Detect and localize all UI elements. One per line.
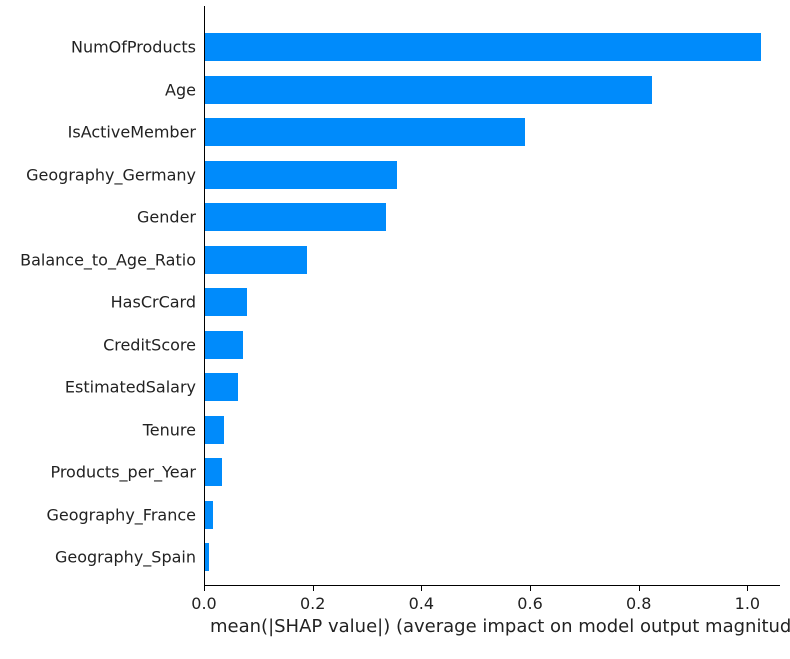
x-tick-label: 0.0 xyxy=(191,586,216,613)
feature-label: EstimatedSalary xyxy=(65,378,204,397)
bar xyxy=(205,33,761,61)
feature-label: Geography_Spain xyxy=(55,548,204,567)
plot-area: NumOfProductsAgeIsActiveMemberGeography_… xyxy=(204,18,780,586)
bar xyxy=(205,416,224,444)
x-tick-label: 0.2 xyxy=(300,586,325,613)
feature-label: NumOfProducts xyxy=(71,38,204,57)
bar xyxy=(205,543,209,571)
bar xyxy=(205,246,307,274)
bar xyxy=(205,373,238,401)
feature-label: IsActiveMember xyxy=(68,123,204,142)
bar xyxy=(205,501,213,529)
bar xyxy=(205,203,386,231)
feature-label: CreditScore xyxy=(103,335,204,354)
bar xyxy=(205,118,525,146)
shap-feature-importance-chart: NumOfProducts Age IsActiveMember Geography_… xyxy=(0,0,790,659)
x-tick-label: 1.0 xyxy=(735,586,760,613)
feature-label: Products_per_Year xyxy=(50,463,204,482)
bar xyxy=(205,76,652,104)
feature-label: Geography_Germany xyxy=(26,165,204,184)
x-axis-spine xyxy=(204,585,780,586)
feature-label: Geography_France xyxy=(46,505,204,524)
x-tick-label: 0.4 xyxy=(409,586,434,613)
x-tick-label: 0.8 xyxy=(626,586,651,613)
bar xyxy=(205,458,222,486)
feature-label: Tenure xyxy=(143,420,204,439)
feature-label: Balance_to_Age_Ratio xyxy=(20,250,204,269)
feature-label: Age xyxy=(165,80,204,99)
bar xyxy=(205,288,247,316)
feature-label: HasCrCard xyxy=(111,293,204,312)
feature-label: Gender xyxy=(137,208,204,227)
bar xyxy=(205,161,397,189)
x-tick-label: 0.6 xyxy=(517,586,542,613)
bar xyxy=(205,331,243,359)
x-axis-title: mean(|SHAP value|) (average impact on mo… xyxy=(210,616,790,637)
